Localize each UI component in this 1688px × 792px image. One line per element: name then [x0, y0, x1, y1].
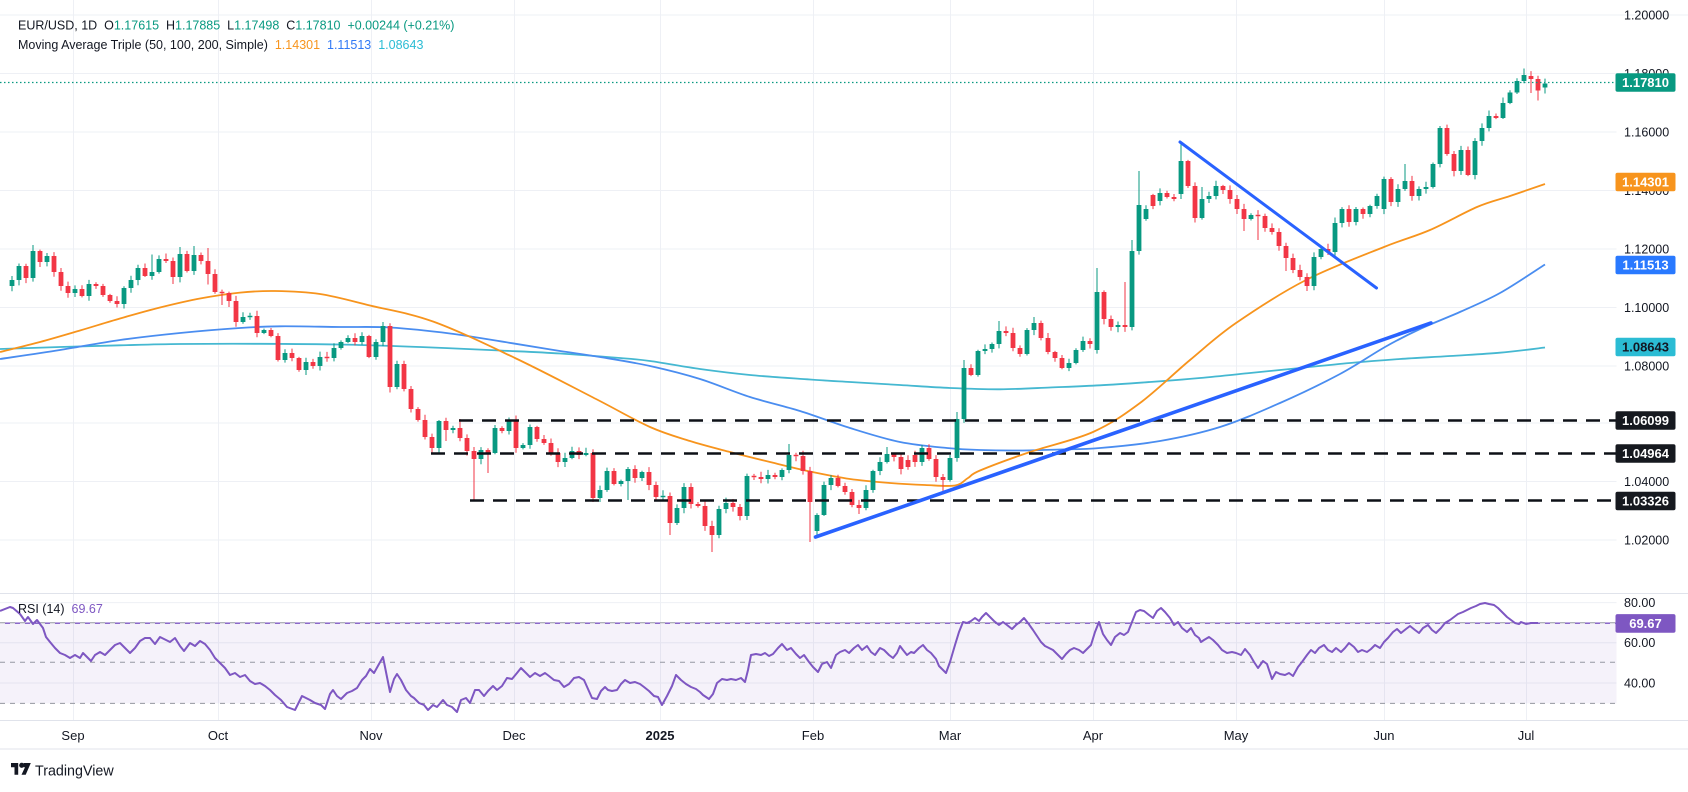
svg-text:60.00: 60.00	[1624, 636, 1655, 650]
svg-text:Mar: Mar	[939, 728, 962, 743]
svg-text:1.20000: 1.20000	[1624, 8, 1669, 22]
svg-text:1.11513: 1.11513	[1622, 258, 1668, 273]
svg-text:EUR/USD, 1D O1.17615 H1.1788: EUR/USD, 1D O1.17615 H1.17885 L1.17498 C…	[18, 19, 454, 33]
svg-text:1.04000: 1.04000	[1624, 475, 1669, 489]
svg-text:1.10000: 1.10000	[1624, 301, 1669, 315]
svg-text:1.08643: 1.08643	[1622, 340, 1669, 355]
svg-text:TradingView: TradingView	[35, 764, 114, 780]
svg-text:Dec: Dec	[502, 728, 526, 743]
svg-text:Jun: Jun	[1374, 728, 1395, 743]
svg-text:2025: 2025	[646, 728, 675, 743]
svg-text:1.16000: 1.16000	[1624, 125, 1669, 139]
svg-text:Feb: Feb	[802, 728, 824, 743]
svg-text:1.14301: 1.14301	[1622, 175, 1669, 190]
svg-text:1.12000: 1.12000	[1624, 242, 1669, 256]
svg-text:Oct: Oct	[208, 728, 229, 743]
svg-text:Sep: Sep	[61, 728, 84, 743]
svg-text:RSI (14) 69.67: RSI (14) 69.67	[18, 602, 103, 616]
svg-text:1.03326: 1.03326	[1622, 494, 1669, 509]
svg-text:Moving Average Triple (50, 100: Moving Average Triple (50, 100, 200, Sim…	[18, 38, 423, 52]
svg-text:Apr: Apr	[1083, 728, 1104, 743]
svg-text:1.04964: 1.04964	[1622, 446, 1670, 461]
svg-text:1.02000: 1.02000	[1624, 533, 1669, 547]
svg-text:40.00: 40.00	[1624, 676, 1655, 690]
svg-text:Jul: Jul	[1518, 728, 1535, 743]
svg-text:1.06099: 1.06099	[1622, 413, 1669, 428]
svg-text:80.00: 80.00	[1624, 596, 1655, 610]
svg-text:Nov: Nov	[359, 728, 383, 743]
svg-text:1.17810: 1.17810	[1622, 75, 1669, 90]
svg-text:1.08000: 1.08000	[1624, 359, 1669, 373]
svg-text:69.67: 69.67	[1629, 616, 1662, 631]
svg-text:May: May	[1224, 728, 1249, 743]
